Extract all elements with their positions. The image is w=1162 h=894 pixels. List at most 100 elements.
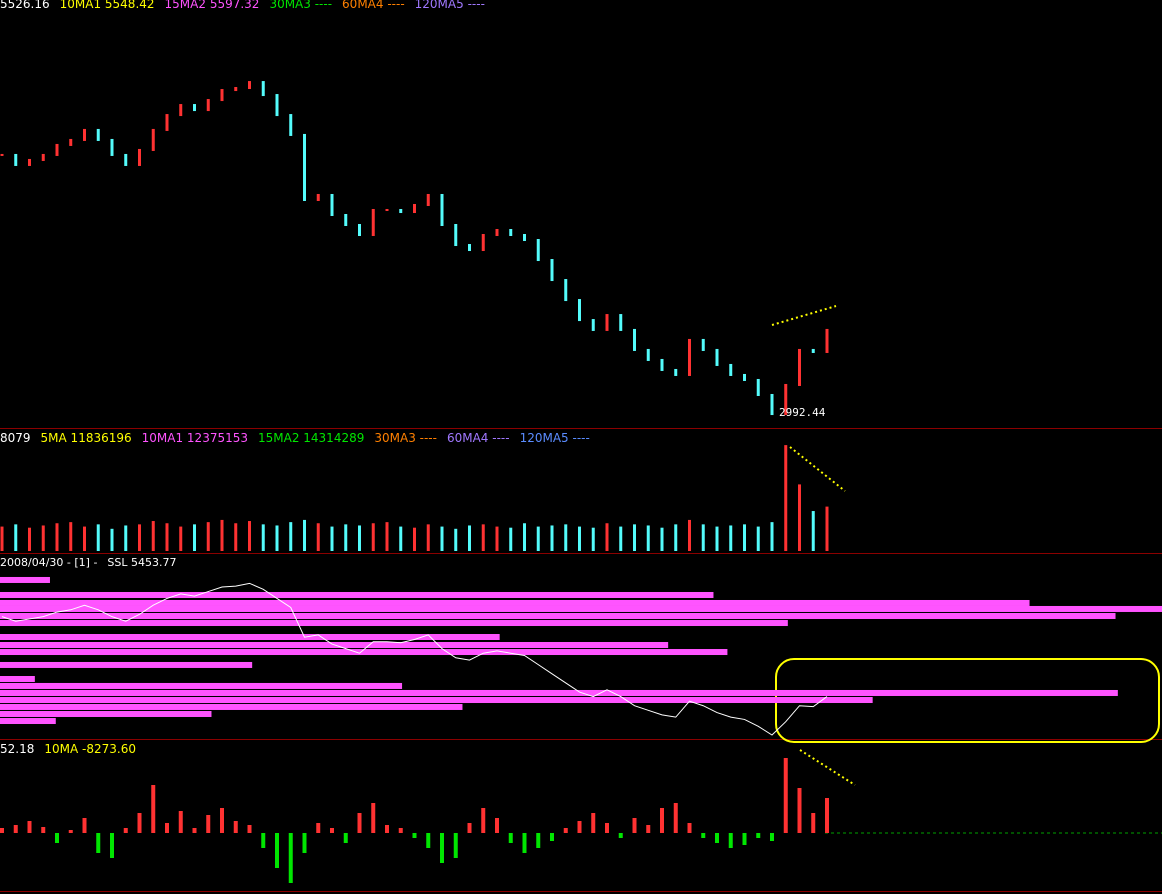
oscillator-bar xyxy=(673,803,678,833)
oscillator-bar xyxy=(206,815,211,833)
oscillator-bar xyxy=(220,808,224,833)
legend-entry: 30MA3 ---- xyxy=(374,431,437,445)
oscillator-bar xyxy=(660,808,664,833)
volume-bar xyxy=(605,523,609,551)
volume-bar xyxy=(220,519,224,551)
oscillator-bar xyxy=(27,821,32,833)
volume-bar xyxy=(138,524,141,551)
volume-bar xyxy=(110,528,114,551)
ssl-bar xyxy=(0,620,788,627)
oscillator-bar xyxy=(302,833,307,853)
price-bar xyxy=(371,208,375,237)
oscillator-bar xyxy=(715,833,719,843)
oscillator-bar xyxy=(770,833,774,841)
volume-bar xyxy=(151,521,155,551)
ssl-bar xyxy=(0,689,1118,696)
price-bar xyxy=(261,81,265,97)
price-bar xyxy=(591,319,595,331)
volume-bar xyxy=(371,523,375,551)
volume-bar xyxy=(688,519,691,551)
price-bar xyxy=(110,138,114,156)
volume-bar xyxy=(536,526,540,551)
oscillator-bar xyxy=(123,828,128,833)
volume-bar xyxy=(179,526,183,551)
legend-entry: SSL 5453.77 xyxy=(107,556,177,569)
oscillator-bar xyxy=(550,833,554,841)
price-bar xyxy=(330,193,334,216)
oscillator-bar xyxy=(577,821,582,833)
volume-bar xyxy=(248,521,251,551)
ssl-header: 2008/04/30 - [1] - SSL 5453.77 xyxy=(0,556,177,570)
oscillator-bar xyxy=(825,798,829,833)
price-bar xyxy=(138,148,141,166)
volume-bar xyxy=(509,527,513,551)
oscillator-bar xyxy=(495,818,499,833)
volume-bar xyxy=(193,524,196,551)
price-bar xyxy=(344,213,348,227)
legend-entry: 5MA 11836196 xyxy=(40,431,132,445)
volume-bar xyxy=(715,526,719,551)
price-bar xyxy=(674,368,678,376)
price-bar xyxy=(96,128,100,141)
oscillator-bar xyxy=(618,833,623,838)
price-bar xyxy=(811,348,815,353)
oscillator-bar xyxy=(783,758,788,833)
volume-bar xyxy=(756,526,760,551)
volume-bar xyxy=(69,522,73,551)
oscillator-bar xyxy=(811,813,816,833)
price-bar xyxy=(578,299,581,322)
oscillator-bar xyxy=(261,833,266,848)
oscillator-bar xyxy=(41,827,46,833)
ssl-bar xyxy=(0,612,1116,619)
oscillator-bar xyxy=(605,823,609,833)
oscillator-bar xyxy=(0,828,4,833)
volume-bar xyxy=(701,524,705,551)
oscillator-bar xyxy=(522,833,527,853)
price-bar xyxy=(646,348,650,361)
volume-bar xyxy=(358,525,361,551)
volume-bar xyxy=(316,523,320,551)
legend-entry: 15MA2 14314289 xyxy=(258,431,365,445)
price-bar xyxy=(358,224,361,237)
ssl-bar xyxy=(0,576,50,583)
price-bar xyxy=(426,193,430,206)
oscillator-bar xyxy=(110,833,114,858)
price-bar xyxy=(454,224,458,247)
price-bar xyxy=(523,234,526,242)
price-bar xyxy=(440,193,444,227)
price-bar xyxy=(151,128,155,151)
volume-bar xyxy=(591,527,595,551)
oscillator-bar xyxy=(357,813,362,833)
oscillator-bar xyxy=(68,830,73,833)
oscillator-bar xyxy=(591,813,596,833)
volume-bar xyxy=(385,522,389,551)
price-bar xyxy=(729,363,733,376)
volume-header: 8079 5MA 11836196 10MA1 12375153 15MA2 1431… xyxy=(0,431,590,445)
volume-bar xyxy=(55,523,59,551)
oscillator-bar xyxy=(508,833,513,843)
price-bar xyxy=(413,203,416,214)
oscillator-bar xyxy=(275,833,279,868)
oscillator-bar xyxy=(701,833,706,838)
volume-bar xyxy=(578,526,581,551)
volume-bar xyxy=(0,526,4,551)
price-bar xyxy=(69,138,73,146)
legend-entry: 8079 xyxy=(0,431,31,445)
oscillator-bar xyxy=(13,825,18,833)
volume-bar xyxy=(344,524,348,551)
volume-bar xyxy=(550,525,554,551)
volume-bar xyxy=(124,525,128,551)
price-bar xyxy=(0,153,4,156)
volume-bar xyxy=(426,524,430,551)
legend-entry: 10MA1 12375153 xyxy=(141,431,248,445)
price-header: 5526.16 10MA1 5548.42 15MA2 5597.32 30MA3 -… xyxy=(0,0,485,11)
volume-bar xyxy=(440,526,444,551)
ssl-bar xyxy=(0,703,463,710)
volume-bar xyxy=(743,524,746,551)
price-bar xyxy=(316,193,320,201)
volume-bar xyxy=(481,524,485,551)
oscillator-bar xyxy=(165,823,169,833)
volume-bar xyxy=(454,528,458,551)
volume-bar xyxy=(798,484,801,551)
